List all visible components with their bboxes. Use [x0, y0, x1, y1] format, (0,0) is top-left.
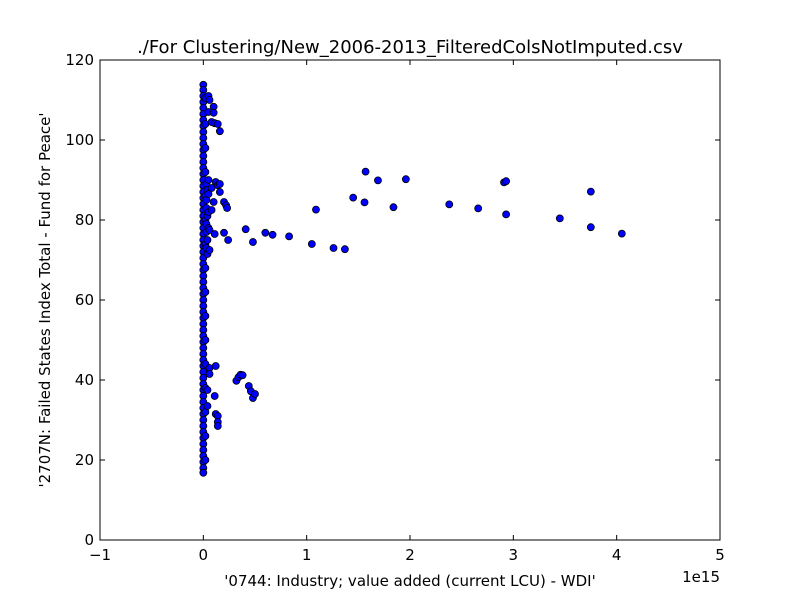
data-point	[445, 200, 454, 209]
data-point	[360, 198, 369, 207]
data-point	[502, 210, 511, 219]
data-point	[224, 236, 233, 244]
y-tick-label: 40	[75, 371, 94, 389]
data-point	[204, 190, 213, 198]
data-point	[401, 175, 410, 184]
data-point	[201, 144, 210, 152]
data-point	[205, 226, 214, 234]
data-point	[203, 386, 212, 394]
x-tick-label: 4	[612, 546, 622, 564]
data-point	[215, 188, 224, 196]
data-point	[201, 264, 210, 272]
data-point	[201, 312, 210, 320]
y-axis-label: '2707N: Failed States Index Total - Fund…	[36, 113, 54, 488]
data-point	[502, 177, 511, 186]
data-point	[220, 228, 228, 237]
data-point	[201, 288, 210, 296]
y-tick-label: 0	[84, 531, 94, 549]
data-point	[329, 244, 338, 252]
y-tick-label: 120	[65, 51, 94, 69]
plot-frame	[99, 59, 721, 541]
data-point	[207, 206, 216, 214]
data-point	[211, 362, 220, 370]
x-tick-label: 0	[199, 546, 209, 564]
x-tick-label: 2	[405, 546, 415, 564]
data-point	[312, 205, 320, 214]
data-point	[389, 203, 398, 212]
data-point	[213, 120, 222, 128]
data-point	[210, 230, 219, 238]
y-tick-label: 20	[75, 451, 94, 469]
x-tick-label: 5	[715, 546, 725, 564]
data-point	[201, 336, 210, 344]
y-tick-label: 80	[75, 211, 94, 229]
data-point	[474, 204, 483, 213]
data-point	[223, 204, 232, 212]
data-point	[349, 193, 358, 202]
data-point	[586, 223, 595, 232]
data-point	[201, 456, 210, 464]
data-point	[307, 240, 316, 248]
x-axis-offset-label: 1e15	[682, 568, 720, 586]
data-point	[215, 180, 224, 188]
data-point	[203, 236, 212, 244]
data-point	[204, 176, 213, 184]
data-point	[251, 390, 259, 398]
data-point	[205, 370, 214, 378]
data-point	[268, 230, 277, 239]
data-point	[205, 246, 214, 254]
data-point	[205, 96, 214, 104]
x-tick-label: −1	[89, 546, 111, 564]
data-point	[210, 392, 219, 400]
chart-title: ./For Clustering/New_2006-2013_FilteredC…	[137, 37, 683, 58]
data-point	[374, 176, 382, 185]
data-point	[241, 225, 250, 234]
data-points	[199, 80, 626, 477]
data-point	[361, 167, 370, 176]
plot-area	[100, 60, 720, 540]
data-point	[261, 228, 270, 237]
data-point	[215, 127, 224, 136]
data-point	[209, 108, 218, 117]
data-point	[249, 238, 257, 246]
data-point	[555, 214, 564, 223]
data-point	[285, 232, 294, 241]
y-tick-label: 60	[75, 291, 94, 309]
data-point	[617, 229, 626, 238]
data-point	[340, 245, 349, 254]
data-point	[203, 402, 212, 410]
data-point	[209, 198, 218, 206]
x-axis-label: '0744: Industry; value added (current LC…	[224, 572, 595, 590]
data-point	[586, 187, 595, 196]
x-tick-label: 3	[509, 546, 519, 564]
data-point	[238, 371, 247, 380]
data-point	[201, 168, 210, 176]
data-point	[199, 468, 208, 477]
data-point	[201, 432, 210, 440]
y-tick-label: 100	[65, 131, 94, 149]
data-point	[213, 422, 222, 430]
x-tick-label: 1	[302, 546, 312, 564]
